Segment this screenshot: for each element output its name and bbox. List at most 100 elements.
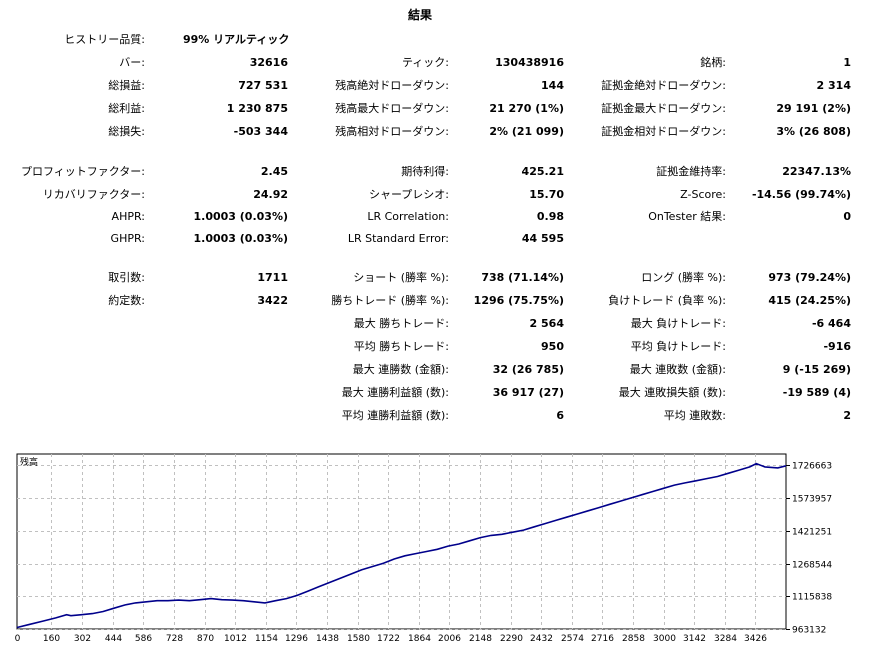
stat-label: 証拠金最大ドローダウン: [601,102,726,115]
x-tick-label: 444 [105,634,122,644]
y-tick-label: 963132 [792,626,826,636]
stat-label: 残高相対ドローダウン: [335,125,449,138]
stat-value: 0.98 [536,210,564,223]
x-tick-label: 1722 [377,634,400,644]
stat-value: 130438916 [495,56,564,69]
stat-value: 2 564 [529,317,564,330]
stat-label: シャープレシオ: [368,188,449,201]
x-tick-label: 302 [74,634,91,644]
stat-value: 99% リアルティック [183,33,290,46]
x-tick-label: 1012 [224,634,247,644]
x-tick-label: 2148 [469,634,492,644]
stat-label: 総損失: [108,125,145,138]
x-tick-label: 2432 [530,634,553,644]
y-tick-label: 1726663 [792,462,832,472]
stat-label: LR Correlation: [367,210,449,223]
stat-value: 9 (-15 269) [782,363,851,376]
balance-chart: 0 160 302 444 586 728 870 1012 1154 1296 1438 1580 1… [0,452,870,655]
stat-value: 32616 [249,56,288,69]
x-tick-label: 3142 [683,634,706,644]
stat-label: LR Standard Error: [347,232,449,245]
stat-label: 約定数: [108,294,145,307]
stat-value: 2 [843,409,851,422]
x-tick-label: 3426 [744,634,767,644]
stat-value: -6 464 [811,317,851,330]
stat-label: 最大 連敗損失額 (数): [618,386,726,399]
stat-label: Z-Score: [680,188,726,201]
stat-label: 負けトレード (負率 %): [608,294,726,307]
stat-label: ヒストリー品質: [64,33,145,46]
stat-value: 950 [541,340,564,353]
stat-label: プロフィットファクター: [20,165,145,178]
y-tick-label: 1115838 [792,593,832,603]
stat-value: 1711 [257,271,288,284]
stat-value: 1.0003 (0.03%) [193,232,289,245]
x-tick-label: 586 [135,634,152,644]
stat-label: ロング (勝率 %): [641,271,726,284]
x-tick-label: 870 [197,634,214,644]
x-tick-label: 2716 [591,634,614,644]
stat-label: 証拠金相対ドローダウン: [601,125,726,138]
stat-value: 738 (71.14%) [481,271,564,284]
stat-label: バー: [119,56,145,69]
stat-label: 勝ちトレード (勝率 %): [331,294,449,307]
stat-label: 証拠金維持率: [656,165,726,178]
x-tick-label: 1296 [285,634,308,644]
stat-label: 残高最大ドローダウン: [335,102,449,115]
x-tick-label: 160 [43,634,60,644]
stat-label: 残高絶対ドローダウン: [335,79,449,92]
stat-label: 銘柄: [700,56,726,69]
x-tick-label: 1438 [316,634,339,644]
y-tick-label: 1268544 [792,561,832,571]
stat-value: 3% (26 808) [776,125,851,138]
stat-value: 425.21 [521,165,564,178]
stat-value: 32 (26 785) [492,363,564,376]
stat-value: 2.45 [260,165,288,178]
stat-value: -916 [823,340,851,353]
x-tick-label: 3000 [653,634,676,644]
stat-label: 最大 勝ちトレード: [353,317,449,330]
stat-value: 24.92 [253,188,288,201]
x-tick-label: 728 [166,634,183,644]
x-tick-label: 2290 [500,634,523,644]
stat-label: 平均 勝ちトレード: [353,340,449,353]
stat-label: 総損益: [108,79,145,92]
stat-value: 144 [541,79,564,92]
stat-value: 1 [843,56,851,69]
stat-value: 1.0003 (0.03%) [193,210,289,223]
x-tick-label: 2006 [438,634,461,644]
stat-label: ティック: [401,56,449,69]
stat-label: 最大 連敗数 (金額): [629,363,726,376]
x-tick-label: 3284 [714,634,737,644]
x-tick-label: 2858 [622,634,645,644]
stat-label: AHPR: [111,210,145,223]
stat-value: 21 270 (1%) [489,102,564,115]
report-title: 結果 [407,8,432,22]
x-tick-label: 2574 [561,634,584,644]
stat-label: 平均 負けトレード: [630,340,726,353]
stat-value: 0 [843,210,851,223]
stat-label: 最大 連勝数 (金額): [352,363,449,376]
stat-value: 6 [556,409,564,422]
stat-label: 平均 連敗数: [663,409,726,422]
stat-value: -19 589 (4) [782,386,851,399]
stat-label: 最大 連勝利益額 (数): [341,386,449,399]
x-tick-label: 1154 [255,634,278,644]
stat-value: 22347.13% [782,165,851,178]
stat-label: 期待利得: [401,165,449,178]
stat-value: 1296 (75.75%) [473,294,564,307]
stat-label: 証拠金絶対ドローダウン: [601,79,726,92]
stat-label: ショート (勝率 %): [353,271,449,284]
stat-value: 15.70 [529,188,564,201]
stat-label: 総利益: [108,102,145,115]
stat-label: リカバリファクター: [42,188,145,201]
stat-value: 415 (24.25%) [768,294,851,307]
x-tick-label: 1864 [408,634,431,644]
chart-title: 残高 [20,456,38,468]
stat-value: 44 595 [521,232,564,245]
stat-label: OnTester 結果: [648,210,726,223]
stat-value: 2 314 [816,79,851,92]
y-tick-label: 1573957 [792,495,832,505]
stat-label: GHPR: [110,232,145,245]
x-tick-label: 1580 [347,634,370,644]
